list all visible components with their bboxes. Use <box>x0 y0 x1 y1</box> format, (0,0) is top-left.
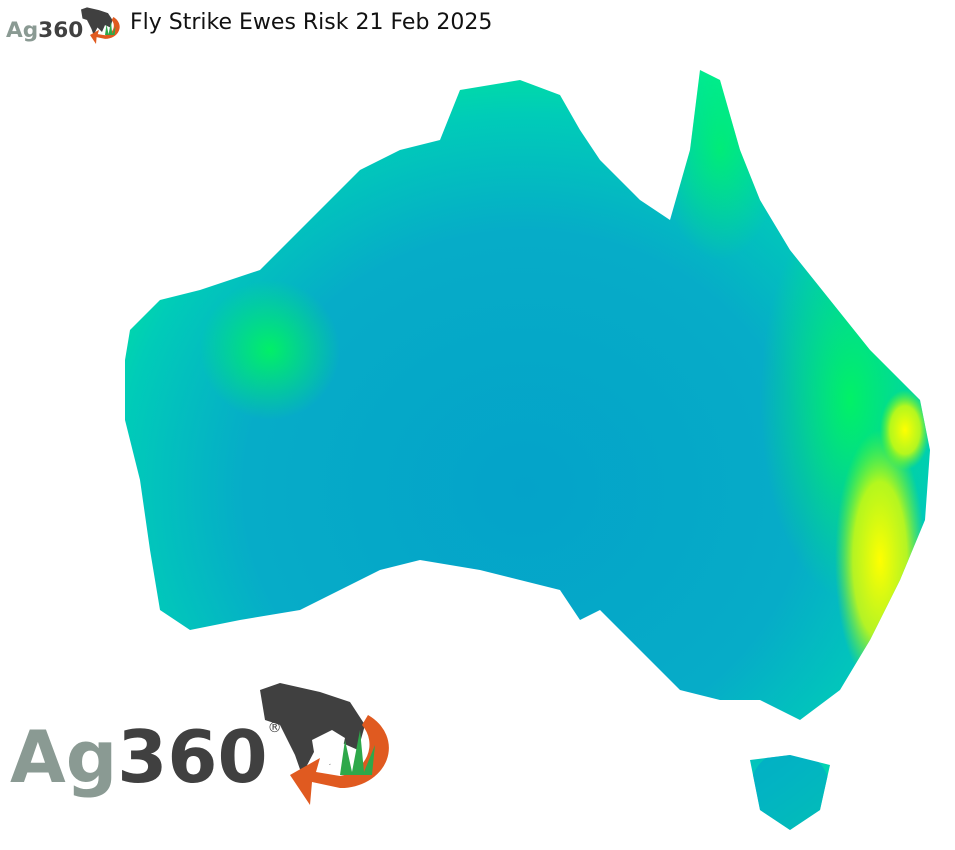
logo-small-wordmark: Ag360 <box>6 18 83 43</box>
ag360-logo: Ag360® <box>10 683 389 805</box>
page-title: Fly Strike Ewes Risk 21 Feb 2025 <box>130 10 493 35</box>
tasmania <box>750 750 830 830</box>
sheep-icon <box>312 730 345 766</box>
nsw-very-high-risk <box>835 430 925 690</box>
pilbara-high-risk <box>200 280 340 420</box>
logo-wordmark: Ag360® <box>10 715 282 799</box>
grass-icon <box>340 730 375 775</box>
arrow-icon <box>290 715 389 805</box>
ag360-logo-small: Ag360 <box>6 7 120 44</box>
cow-icon <box>260 683 365 775</box>
